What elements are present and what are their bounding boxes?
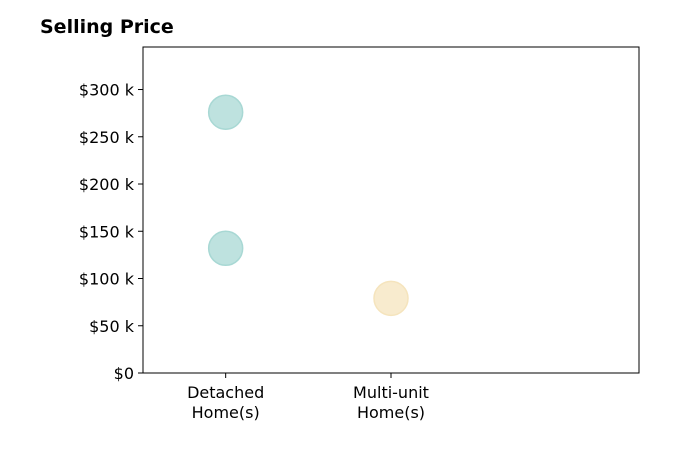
y-tick-label: $300 k [79, 81, 135, 100]
plot-frame [142, 46, 640, 374]
x-tick-label: Multi-unit [353, 383, 429, 402]
data-point [373, 280, 409, 317]
y-tick-label: $100 k [79, 270, 135, 289]
x-tick-label: Home(s) [357, 403, 425, 422]
chart-title: Selling Price [40, 16, 174, 38]
y-tick-label: $250 k [79, 128, 135, 147]
y-tick-label: $200 k [79, 175, 135, 194]
y-axis: $0 $50 k $100 k $150 k $200 k $250 k $300 k [79, 81, 143, 383]
y-tick-label: $50 k [89, 317, 135, 336]
data-points [207, 94, 409, 317]
data-point [207, 230, 244, 267]
y-tick-label: $150 k [79, 222, 135, 241]
x-tick-label: Detached [187, 383, 264, 402]
data-point [207, 94, 244, 130]
x-tick-label: Home(s) [192, 403, 260, 422]
y-tick-label: $0 [114, 364, 134, 383]
